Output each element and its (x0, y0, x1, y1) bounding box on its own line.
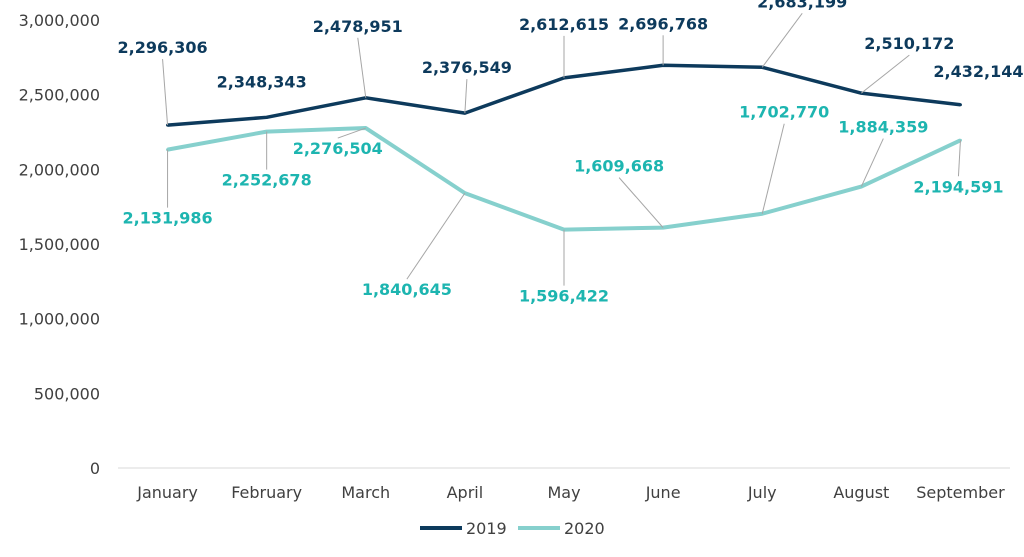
data-label-leader (618, 177, 664, 228)
x-tick-label: March (341, 483, 390, 502)
data-label-leader (337, 127, 366, 139)
data-label-2020: 2,194,591 (913, 177, 1003, 196)
data-label-2019: 2,683,199 (757, 0, 847, 11)
data-label-leader (464, 79, 468, 114)
y-tick-label: 500,000 (34, 384, 100, 403)
data-point-2019 (958, 103, 962, 107)
legend-label-2019: 2019 (466, 519, 507, 538)
data-label-leader (957, 140, 961, 177)
y-tick-label: 2,000,000 (19, 160, 100, 179)
data-label-2019: 2,296,306 (118, 38, 208, 57)
x-tick-label: July (747, 483, 777, 502)
data-label-2019: 2,510,172 (864, 34, 954, 53)
y-tick-label: 1,500,000 (19, 235, 100, 254)
data-label-2020: 1,884,359 (838, 118, 928, 137)
data-point-2019 (265, 115, 269, 119)
x-tick-label: May (547, 483, 580, 502)
data-label-2020: 1,702,770 (739, 103, 829, 122)
data-label-2020: 2,252,678 (222, 171, 312, 190)
data-label-2019: 2,376,549 (422, 58, 512, 77)
data-label-leader (860, 138, 884, 187)
data-label-leader (761, 123, 785, 214)
x-tick-label: September (916, 483, 1005, 502)
y-tick-label: 0 (90, 459, 100, 478)
data-label-2020: 2,276,504 (293, 139, 383, 158)
y-tick-label: 2,500,000 (19, 86, 100, 105)
x-tick-label: February (231, 483, 302, 502)
data-label-2019: 2,696,768 (618, 14, 708, 33)
data-label-2020: 1,840,645 (362, 280, 452, 299)
y-tick-label: 3,000,000 (19, 11, 100, 30)
data-label-leader (406, 192, 466, 280)
data-label-2019: 2,478,951 (313, 17, 403, 36)
data-label-2020: 1,596,422 (519, 287, 609, 306)
data-label-leader (861, 54, 910, 94)
data-label-leader (357, 37, 367, 98)
data-label-2019: 2,432,144 (933, 62, 1023, 81)
x-tick-label: April (447, 483, 484, 502)
legend-label-2020: 2020 (564, 519, 605, 538)
data-label-2019: 2,348,343 (217, 72, 307, 91)
x-tick-label: June (645, 483, 681, 502)
x-tick-label: August (833, 483, 889, 502)
data-label-leader (761, 13, 803, 68)
data-label-2020: 2,131,986 (123, 209, 213, 228)
data-label-2020: 1,609,668 (574, 157, 664, 176)
x-tick-label: January (136, 483, 198, 502)
data-label-2019: 2,612,615 (519, 15, 609, 34)
data-label-leader (162, 59, 169, 126)
y-tick-label: 1,000,000 (19, 310, 100, 329)
